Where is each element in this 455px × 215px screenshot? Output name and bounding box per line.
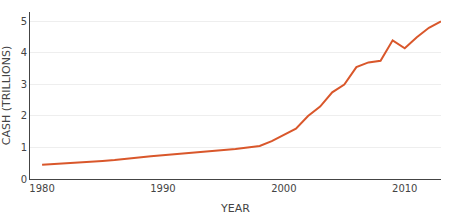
svg-text:2000: 2000 bbox=[271, 183, 296, 194]
svg-text:5: 5 bbox=[21, 16, 27, 27]
svg-text:2010: 2010 bbox=[392, 183, 417, 194]
svg-text:YEAR: YEAR bbox=[220, 202, 250, 215]
svg-text:1980: 1980 bbox=[29, 183, 54, 194]
svg-text:CASH (TRILLIONS): CASH (TRILLIONS) bbox=[0, 46, 13, 146]
svg-text:0: 0 bbox=[21, 174, 27, 185]
svg-text:1990: 1990 bbox=[150, 183, 175, 194]
svg-text:3: 3 bbox=[21, 79, 27, 90]
svg-text:4: 4 bbox=[21, 47, 27, 58]
svg-text:1: 1 bbox=[21, 142, 27, 153]
svg-text:2: 2 bbox=[21, 110, 27, 121]
